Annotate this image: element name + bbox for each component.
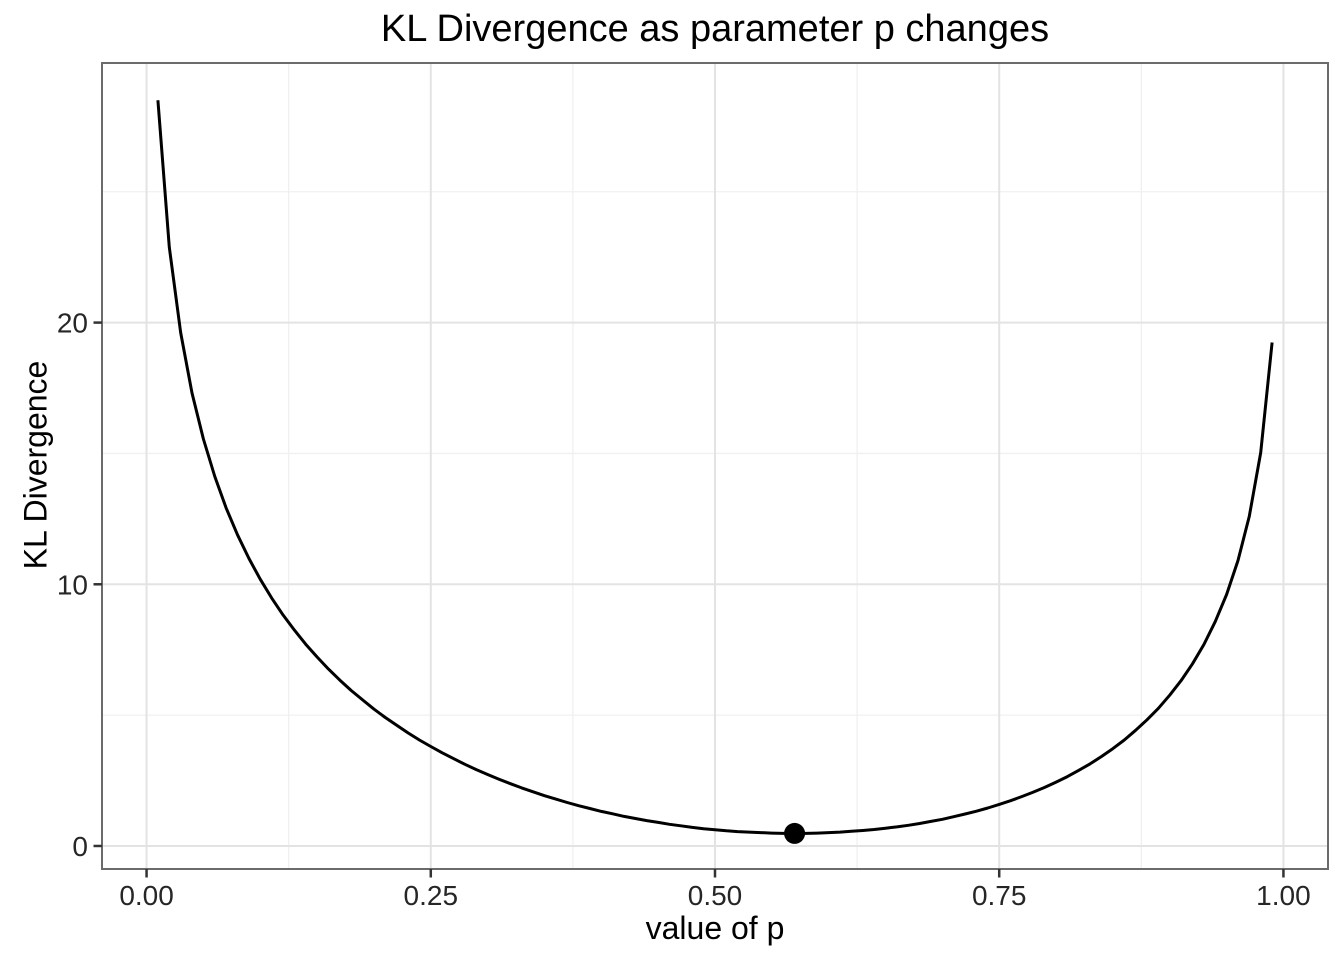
kl-divergence-curve [156,100,1274,835]
x-tick-label: 0.25 [404,880,459,911]
y-axis-title: KL Divergence [17,360,54,570]
y-tick-label: 0 [72,831,88,862]
x-tick-label: 0.50 [688,880,743,911]
x-tick-label: 1.00 [1256,880,1311,911]
x-tick-label: 0.75 [972,880,1027,911]
minimum-kl-point [784,822,806,844]
x-tick-label: 0.00 [119,880,174,911]
chart-title: KL Divergence as parameter p changes [380,8,1050,50]
x-axis-title: value of p [645,910,785,946]
y-tick-label: 20 [57,308,88,339]
y-tick-label: 10 [57,569,88,600]
